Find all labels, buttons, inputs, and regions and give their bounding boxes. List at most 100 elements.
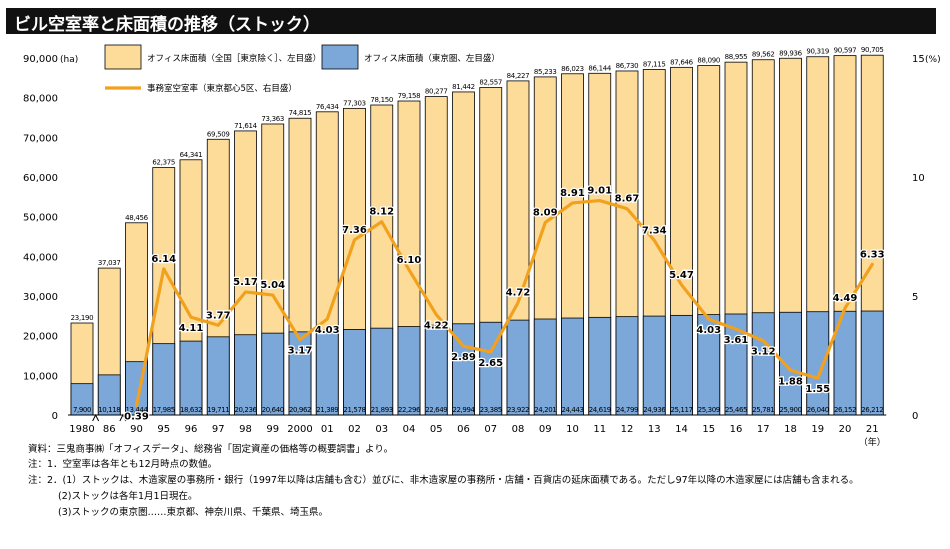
bar-tokyo-label: 23,922 bbox=[507, 406, 529, 414]
vacancy-rate-label: 5.04 bbox=[260, 280, 285, 291]
x-axis-unit: （年） bbox=[859, 436, 886, 448]
x-tick-label: 13 bbox=[648, 424, 661, 435]
x-tick-label: 05 bbox=[430, 424, 443, 435]
bar-national-label: 87,115 bbox=[643, 60, 666, 68]
note-2: 注：2．(1）ストックは、木造家屋の事務所・銀行（1997年以降は店舗も含む）並… bbox=[28, 475, 859, 486]
bar-tokyo bbox=[288, 331, 312, 416]
vacancy-rate-label: 3.12 bbox=[751, 347, 776, 358]
vacancy-rate-label: 3.17 bbox=[288, 346, 313, 357]
bar-national-label: 88,955 bbox=[725, 53, 748, 61]
vacancy-rate-label: 6.14 bbox=[151, 254, 176, 265]
bar-tokyo-label: 22,296 bbox=[398, 406, 421, 414]
bar-national-label: 82,557 bbox=[479, 79, 502, 87]
chart-title: ビル空室率と床面積の推移（ストック） bbox=[14, 15, 320, 35]
bar-tokyo-label: 22,649 bbox=[425, 406, 447, 414]
bar-tokyo-label: 26,212 bbox=[861, 406, 883, 414]
legend-label-national: オフィス床面積（全国［東京除く］、左目盛） bbox=[147, 53, 321, 64]
right-tick-label: 15 bbox=[912, 54, 925, 65]
axis-break-mark bbox=[92, 413, 100, 422]
vacancy-rate-label: 4.72 bbox=[506, 288, 531, 299]
x-tick-label: 14 bbox=[675, 424, 688, 435]
bar-tokyo bbox=[806, 311, 830, 416]
bar-national-label: 62,375 bbox=[152, 159, 175, 167]
vacancy-rate-label: 7.36 bbox=[342, 225, 367, 236]
bar-national-label: 79,158 bbox=[398, 92, 421, 100]
bar-tokyo bbox=[588, 316, 612, 416]
left-tick-label: 0 bbox=[52, 411, 58, 422]
bar-tokyo-label: 24,936 bbox=[643, 406, 666, 414]
left-tick-label: 20,000 bbox=[23, 332, 58, 343]
bar-tokyo bbox=[533, 318, 557, 416]
left-tick-label: 40,000 bbox=[23, 252, 58, 263]
bar-tokyo-label: 26,152 bbox=[834, 406, 856, 414]
bar-tokyo-label: 25,900 bbox=[779, 406, 801, 414]
x-tick-label: 02 bbox=[348, 424, 361, 435]
legend-swatch-tokyo bbox=[321, 44, 359, 70]
bar-tokyo-label: 25,465 bbox=[725, 406, 747, 414]
bar-tokyo-label: 22,994 bbox=[452, 406, 475, 414]
bar-national-label: 48,456 bbox=[125, 214, 149, 222]
vacancy-rate-label: 3.77 bbox=[206, 310, 231, 321]
x-tick-label: 08 bbox=[512, 424, 525, 435]
bar-tokyo-label: 20,962 bbox=[289, 406, 311, 414]
bar-tokyo bbox=[206, 336, 230, 416]
bar-tokyo bbox=[642, 315, 666, 416]
x-tick-label: 12 bbox=[621, 424, 634, 435]
bar-tokyo-label: 24,443 bbox=[561, 406, 583, 414]
note-source: 資料：三鬼商事㈱「オフィスデータ」、総務省「固定資産の価格等の概要調書」より。 bbox=[28, 444, 394, 455]
x-tick-label: 19 bbox=[811, 424, 824, 435]
x-tick-label: 97 bbox=[212, 424, 225, 435]
title-bar: ビル空室率と床面積の推移（ストック） bbox=[6, 8, 936, 35]
vacancy-rate-label: 4.03 bbox=[315, 325, 340, 336]
x-tick-label: 1980 bbox=[69, 424, 94, 435]
left-tick-label: 50,000 bbox=[23, 213, 58, 224]
vacancy-rate-label: 1.88 bbox=[778, 376, 803, 387]
bar-national-label: 69,509 bbox=[207, 130, 230, 138]
vacancy-rate-label: 3.61 bbox=[724, 335, 749, 346]
vacancy-rate-label: 8.67 bbox=[615, 194, 640, 205]
legend-label-tokyo: オフィス床面積（東京圏、左目盛） bbox=[364, 53, 500, 64]
x-tick-label: 06 bbox=[457, 424, 470, 435]
bar-tokyo-label: 18,632 bbox=[180, 406, 202, 414]
bar-national-label: 71,614 bbox=[234, 122, 258, 130]
left-tick-label: 30,000 bbox=[23, 292, 58, 303]
vacancy-rate-label: 1.55 bbox=[805, 384, 830, 395]
bar-national-label: 81,442 bbox=[452, 83, 475, 91]
vacancy-rate-label: 4.22 bbox=[424, 321, 449, 332]
bar-national-label: 64,341 bbox=[180, 151, 203, 159]
vacancy-rate-label: 0.39 bbox=[124, 412, 149, 423]
x-tick-label: 15 bbox=[702, 424, 715, 435]
x-tick-label: 18 bbox=[784, 424, 797, 435]
bar-tokyo-label: 23,385 bbox=[480, 406, 502, 414]
bar-tokyo-label: 21,578 bbox=[343, 406, 365, 414]
vacancy-rate-label: 5.47 bbox=[669, 270, 694, 281]
bar-tokyo-label: 25,117 bbox=[670, 406, 692, 414]
x-tick-label: 21 bbox=[866, 424, 879, 435]
bar-tokyo-label: 21,893 bbox=[371, 406, 393, 414]
right-tick-label: 5 bbox=[912, 292, 918, 303]
bar-national-label: 90,705 bbox=[861, 46, 884, 54]
bar-national-label: 88,090 bbox=[697, 57, 720, 65]
bar-tokyo bbox=[424, 324, 448, 416]
vacancy-rate-label: 2.89 bbox=[451, 352, 476, 363]
bar-national-label: 73,363 bbox=[261, 115, 284, 123]
x-tick-label: 20 bbox=[839, 424, 852, 435]
bar-tokyo bbox=[615, 316, 639, 416]
bar-tokyo bbox=[860, 310, 884, 416]
vacancy-rate-label: 5.17 bbox=[233, 277, 258, 288]
vacancy-rate-label: 8.91 bbox=[560, 188, 585, 199]
bar-national-label: 23,190 bbox=[71, 314, 94, 322]
vacancy-rate-label: 4.03 bbox=[696, 325, 721, 336]
x-tick-label: 07 bbox=[484, 424, 497, 435]
right-tick-label: 10 bbox=[912, 173, 925, 184]
x-tick-label: 09 bbox=[539, 424, 552, 435]
bar-tokyo bbox=[506, 319, 530, 416]
bar-tokyo-label: 13,444 bbox=[125, 406, 148, 414]
right-axis-unit: (%) bbox=[925, 55, 941, 65]
note-1: 注：1．空室率は各年とも12月時点の数値。 bbox=[28, 459, 218, 470]
x-tick-label: 86 bbox=[103, 424, 116, 435]
bar-tokyo-label: 10,118 bbox=[98, 406, 120, 414]
bar-tokyo bbox=[179, 340, 203, 416]
bar-national-label: 86,144 bbox=[588, 64, 612, 72]
